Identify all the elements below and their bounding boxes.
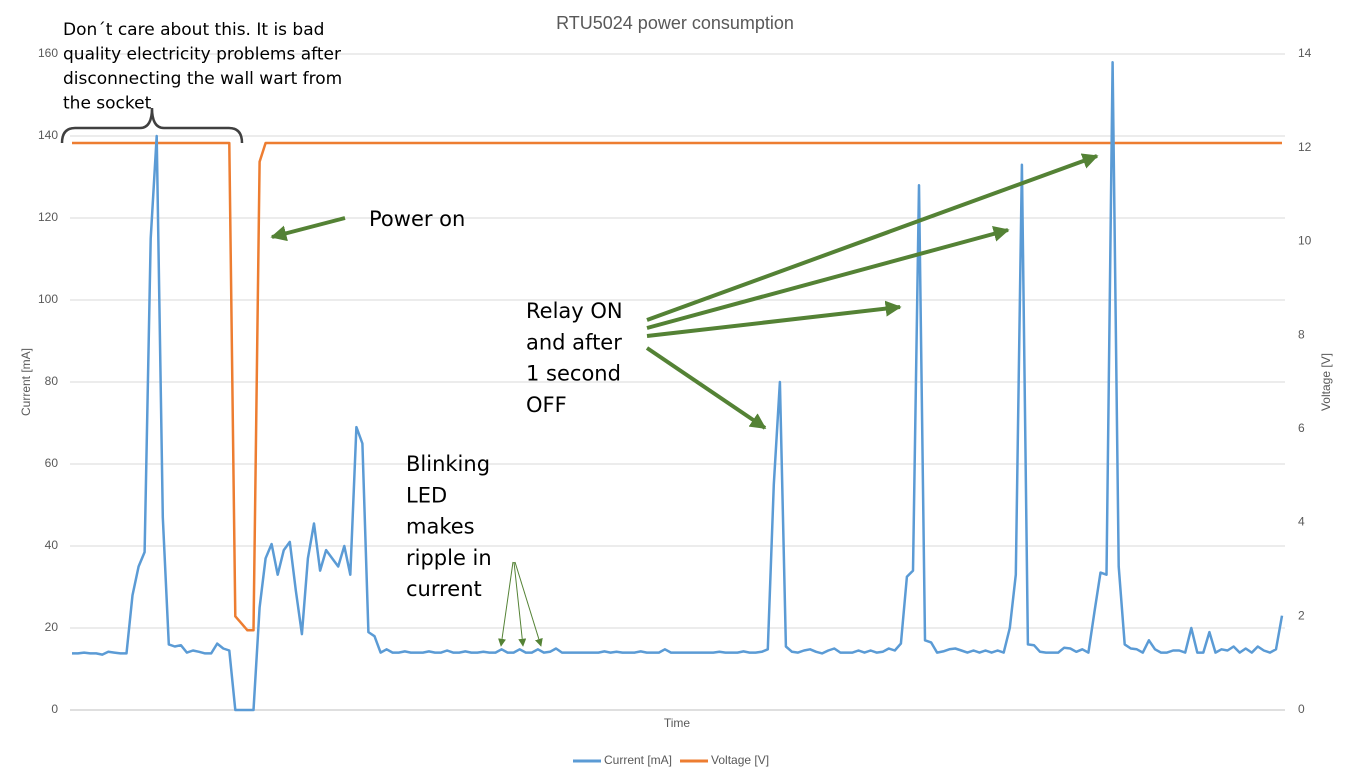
data-line bbox=[72, 60, 1284, 712]
arrow bbox=[513, 561, 527, 647]
y-tick-label: 60 bbox=[45, 456, 59, 470]
legend-label: Current [mA] bbox=[604, 753, 672, 767]
y-tick-label: 100 bbox=[38, 292, 58, 306]
y2-tick-label: 12 bbox=[1298, 140, 1312, 154]
y2-tick-label: 6 bbox=[1298, 421, 1305, 435]
annotation: the socket bbox=[63, 94, 152, 114]
annotation: Power on bbox=[369, 207, 465, 231]
y2-tick-label: 4 bbox=[1298, 515, 1305, 529]
y2-axis-title: Voltage [V] bbox=[1319, 353, 1333, 411]
annotation: Don´t care about this. It is bad bbox=[63, 20, 324, 40]
arrow bbox=[646, 153, 1099, 322]
annotation: 1 second bbox=[526, 362, 621, 386]
y-tick-label: 140 bbox=[38, 128, 58, 142]
annotation: quality electricity problems after bbox=[63, 45, 341, 65]
y-tick-label: 20 bbox=[45, 620, 59, 634]
y-tick-label: 0 bbox=[51, 702, 58, 716]
brace bbox=[60, 107, 244, 144]
y-tick-label: 80 bbox=[45, 374, 59, 388]
annotation: current bbox=[406, 577, 482, 601]
data-line bbox=[72, 141, 1282, 632]
arrow bbox=[498, 561, 514, 647]
annotation: disconnecting the wall wart from bbox=[63, 69, 342, 89]
y2-tick-label: 0 bbox=[1298, 702, 1305, 716]
annotation: Blinking bbox=[406, 452, 490, 476]
arrow bbox=[646, 300, 902, 338]
x-axis-title: Time bbox=[664, 716, 691, 730]
y2-tick-label: 10 bbox=[1298, 234, 1312, 248]
chart-title: RTU5024 power consumption bbox=[556, 13, 794, 33]
annotation: Relay ON bbox=[526, 299, 623, 323]
y-axis-title: Current [mA] bbox=[19, 348, 33, 416]
arrow bbox=[270, 216, 346, 242]
y2-tick-label: 2 bbox=[1298, 608, 1305, 622]
arrow bbox=[646, 226, 1010, 330]
y-tick-label: 160 bbox=[38, 46, 58, 60]
y-tick-label: 120 bbox=[38, 210, 58, 224]
annotation: and after bbox=[526, 330, 622, 354]
arrow bbox=[645, 346, 767, 430]
legend-label: Voltage [V] bbox=[711, 753, 769, 767]
y-tick-label: 40 bbox=[45, 538, 59, 552]
arrow bbox=[514, 561, 543, 647]
annotation: OFF bbox=[526, 393, 567, 417]
y2-tick-label: 8 bbox=[1298, 327, 1305, 341]
annotation: LED bbox=[406, 483, 447, 507]
y2-tick-label: 14 bbox=[1298, 46, 1312, 60]
annotation: ripple in bbox=[406, 546, 492, 570]
annotation-arrows bbox=[60, 107, 1099, 647]
annotation: makes bbox=[406, 515, 475, 539]
